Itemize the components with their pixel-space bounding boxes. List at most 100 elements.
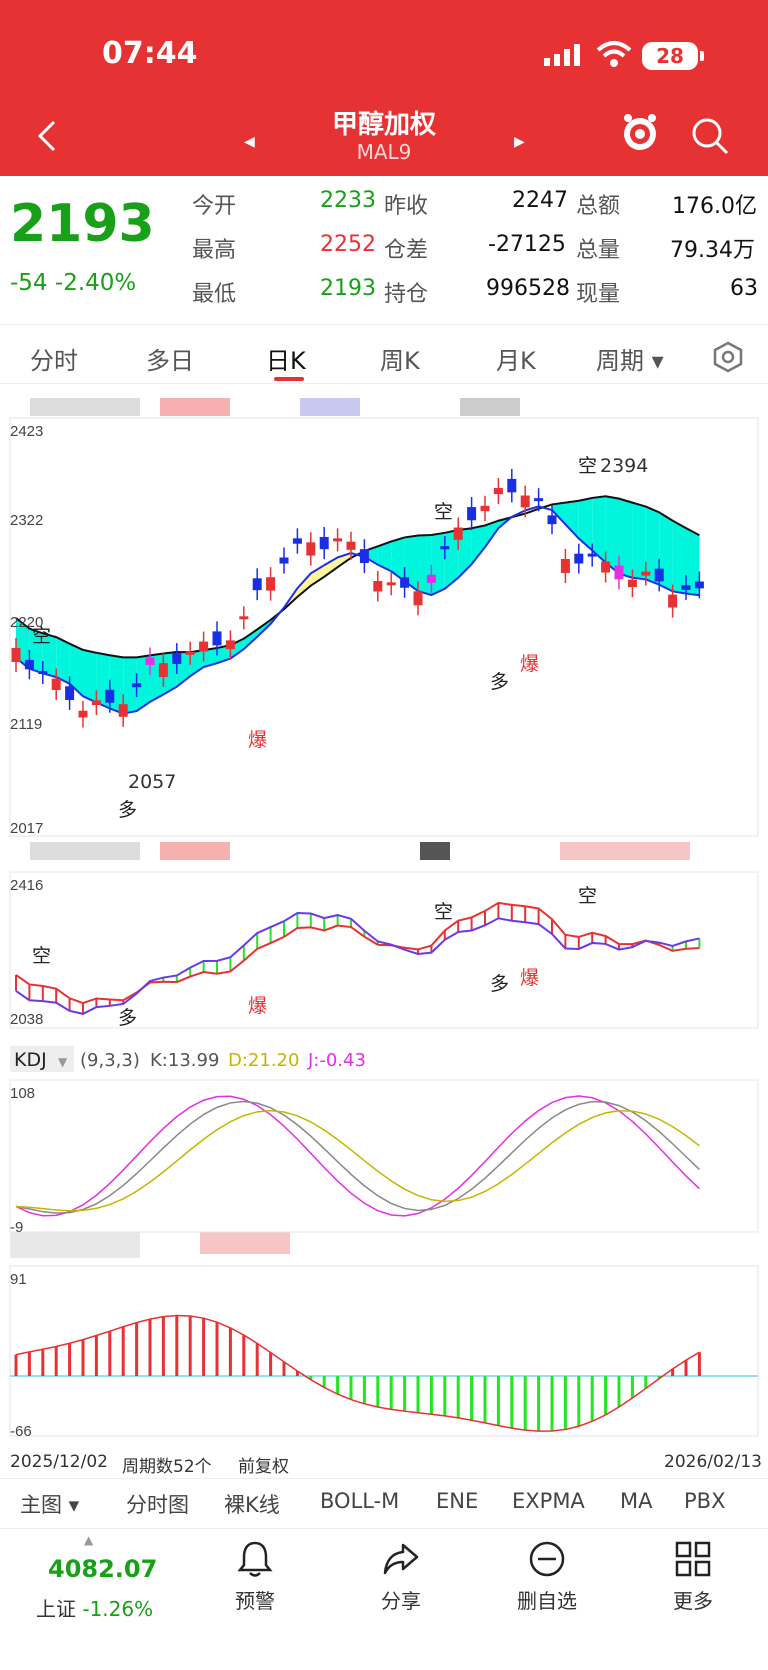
kdj-d-value: D:21.20 <box>228 1050 299 1071</box>
kdj-line-k <box>15 1100 700 1214</box>
sub-y-label-top: 2416 <box>10 877 43 894</box>
cloud-segment <box>190 650 204 677</box>
cloud-segment <box>672 520 686 594</box>
quote-panel: 2193 -54 -2.40% 今开 2233 昨收 2247 总额 176.0… <box>0 176 768 320</box>
main-y-label-2: 2322 <box>10 512 43 529</box>
nav-more-label: 更多 <box>673 1589 713 1613</box>
index-name: 上证 <box>36 1597 76 1621</box>
candle-body <box>212 631 222 646</box>
chart-area[interactable]: 2423 2322 2220 2119 2017 2416 2038 108 -… <box>0 386 768 1450</box>
candle-body <box>601 561 611 573</box>
cloud-segment <box>217 645 231 664</box>
last-price: 2193 <box>10 194 155 254</box>
annotation-kong-left: 空 <box>32 625 51 647</box>
index-value: 4082.07 <box>48 1555 158 1583</box>
cloud-segment <box>485 520 499 548</box>
grid-icon <box>675 1541 711 1577</box>
candle-body <box>279 557 289 564</box>
chart-marks <box>10 468 758 1432</box>
indicator-main-selector[interactable]: 主图 ▾ <box>20 1493 80 1517</box>
tab-multi-day[interactable]: 多日 <box>146 347 194 375</box>
kline-chart-svg[interactable]: 2423 2322 2220 2119 2017 2416 2038 108 -… <box>0 386 768 1450</box>
candle-body <box>346 541 356 550</box>
kdj-name[interactable]: KDJ <box>14 1049 47 1071</box>
nav-share[interactable]: 分享 <box>346 1539 456 1614</box>
candle-body <box>38 671 48 675</box>
macd-line <box>15 1314 700 1432</box>
candle-body <box>266 577 276 591</box>
candle-body <box>158 663 168 677</box>
bell-icon <box>237 1541 273 1577</box>
top-header: 07:44 28 甲醇加权 MAL9 ◀ ▶ <box>0 0 768 176</box>
candle-body <box>145 657 155 665</box>
sub-annotation-duo-right: 多 <box>490 973 509 995</box>
signal-icon <box>544 44 580 66</box>
kdj-y-label-top: 108 <box>10 1085 35 1102</box>
nav-remove-watchlist[interactable]: 删自选 <box>492 1539 602 1614</box>
candle-body <box>560 559 570 573</box>
sub-y-label-bottom: 2038 <box>10 1011 43 1028</box>
indicator-naked-k[interactable]: 裸K线 <box>224 1493 280 1517</box>
nav-more[interactable]: 更多 <box>638 1539 748 1614</box>
settings-hexagon-icon[interactable] <box>712 341 744 373</box>
cloud-segment <box>471 525 485 565</box>
candle-body <box>493 488 503 495</box>
tab-daily-k[interactable]: 日K <box>266 347 306 375</box>
value-oi-change: -27125 <box>488 232 566 257</box>
indicator-ene[interactable]: ENE <box>436 1489 479 1513</box>
battery-indicator: 28 <box>642 42 698 70</box>
label-prev-close: 昨收 <box>384 194 429 219</box>
value-prev-close: 2247 <box>512 188 568 213</box>
annotation-kong-high: 空 <box>578 455 597 477</box>
candle-body <box>91 700 101 706</box>
cloud-segment <box>565 500 579 539</box>
candle-body <box>480 505 490 512</box>
main-y-label-bottom: 2017 <box>10 820 43 837</box>
candle-body <box>359 549 369 564</box>
back-arrow-icon[interactable] <box>30 118 66 154</box>
candle-body <box>118 704 128 717</box>
candle-body <box>614 565 624 580</box>
candle-body <box>11 648 21 662</box>
indicator-ma[interactable]: MA <box>620 1489 653 1513</box>
candle-body <box>51 678 61 691</box>
tab-monthly-k[interactable]: 月K <box>496 347 536 375</box>
indicator-intraday[interactable]: 分时图 <box>126 1493 189 1517</box>
next-instrument-button[interactable]: ▶ <box>514 134 525 150</box>
cloud-segment <box>203 648 217 668</box>
kdj-dropdown-icon[interactable]: ▼ <box>58 1055 68 1069</box>
main-y-label-top: 2423 <box>10 423 43 440</box>
prev-instrument-button[interactable]: ◀ <box>244 134 255 150</box>
annotation-kong-mid: 空 <box>434 501 453 523</box>
value-high: 2252 <box>320 232 376 257</box>
candle-body <box>627 579 637 588</box>
tab-intraday[interactable]: 分时 <box>30 347 78 375</box>
change-amount: -54 <box>10 270 48 296</box>
indicator-pbx[interactable]: PBX <box>684 1489 726 1513</box>
price-change: -54 -2.40% <box>10 270 136 296</box>
indicator-expma[interactable]: EXPMA <box>512 1489 585 1513</box>
main-y-label-4: 2119 <box>10 716 42 733</box>
alarm-clock-icon[interactable] <box>620 112 660 154</box>
annotation-duo-low: 多 <box>118 799 137 821</box>
label-high: 最高 <box>192 238 237 263</box>
status-time: 07:44 <box>102 36 198 71</box>
kdj-params: (9,3,3) <box>80 1050 140 1071</box>
nav-alert[interactable]: 预警 <box>200 1539 310 1614</box>
kdj-j-value: J:-0.43 <box>307 1050 366 1071</box>
indicator-main-label: 主图 <box>20 1493 62 1517</box>
cloud-segment <box>123 657 137 714</box>
candle-body <box>453 527 463 540</box>
candle-body <box>24 659 34 670</box>
tab-weekly-k[interactable]: 周K <box>380 347 420 375</box>
kdj-panel-frame <box>9 1079 759 1233</box>
battery-tip <box>700 51 704 61</box>
label-open-interest: 持仓 <box>384 282 429 307</box>
minus-circle-icon <box>529 1541 565 1577</box>
tab-period-label: 周期 <box>596 347 644 375</box>
annotation-bao-right: 爆 <box>520 653 539 675</box>
indicator-boll-m[interactable]: BOLL-M <box>320 1489 400 1513</box>
tab-period[interactable]: 周期 ▾ <box>596 347 664 375</box>
search-icon[interactable] <box>690 116 730 156</box>
kdj-k-value: K:13.99 <box>150 1050 219 1071</box>
